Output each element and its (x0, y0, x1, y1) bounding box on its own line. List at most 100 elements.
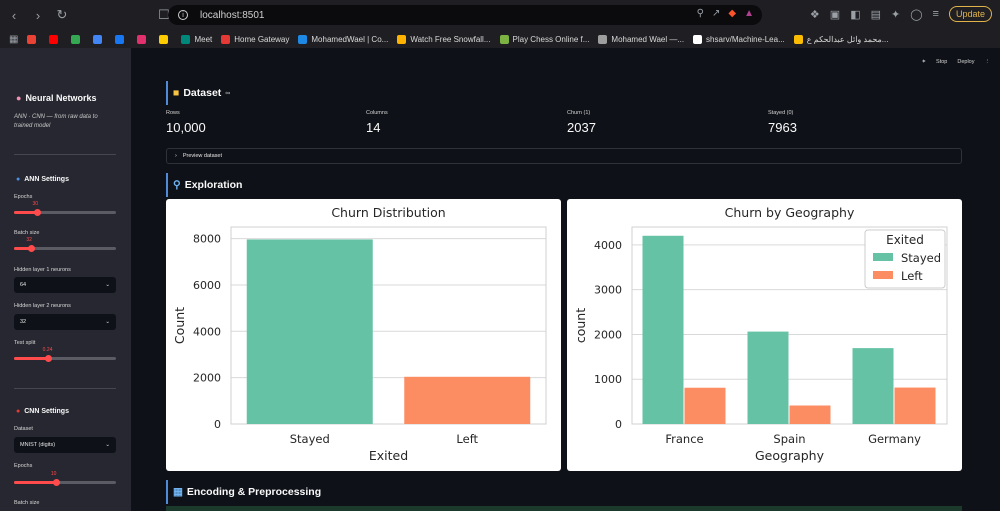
bookmark-item[interactable] (137, 34, 150, 44)
legend-swatch (873, 253, 893, 261)
favicon-icon (71, 34, 81, 44)
preview-dataset-label: Preview dataset (182, 153, 222, 159)
link-icon[interactable]: ∞ (225, 89, 231, 97)
main-content: ✶ Stop Deploy ⋮ ■ Dataset ∞ Rows 10,000 … (131, 48, 1000, 511)
hidden1-label: Hidden layer 1 neurons (14, 267, 71, 273)
x-tick-label: Germany (868, 432, 921, 446)
metric-label: Rows (166, 110, 180, 116)
metric-rows: Rows 10,000 (166, 110, 206, 135)
update-button[interactable]: Update (948, 6, 992, 22)
bookmark-item[interactable]: MohamedWael | Co... (298, 34, 389, 44)
chevron-right-icon: › (175, 153, 177, 159)
more-icon[interactable]: ⋮ (984, 59, 991, 65)
preview-dataset-expander[interactable]: › Preview dataset (166, 148, 962, 164)
x-tick-label: France (665, 432, 703, 446)
bookmark-item[interactable] (49, 34, 62, 44)
dataset-heading: ■ Dataset ∞ (166, 81, 230, 105)
brave-rewards-icon[interactable]: ▲ (744, 8, 754, 19)
hidden2-select[interactable]: 32 ⌄ (14, 314, 116, 330)
ann-settings-heading: ● ANN Settings (16, 176, 69, 183)
y-tick-label: 4000 (193, 325, 221, 338)
forward-icon[interactable]: › (35, 7, 41, 23)
exploration-heading: ⚲ Exploration (166, 173, 242, 197)
metric-churn: Churn (1) 2037 (567, 110, 596, 135)
metric-value: 2037 (567, 120, 596, 135)
bookmark-item[interactable] (159, 34, 172, 44)
back-icon[interactable]: ‹ (11, 7, 17, 23)
y-tick-label: 2000 (594, 328, 622, 341)
reload-icon[interactable]: ↻ (56, 7, 68, 22)
favicon-icon (115, 34, 125, 44)
url-text: localhost:8501 (200, 9, 265, 21)
favicon-icon (693, 34, 703, 44)
favicon-icon (49, 34, 59, 44)
bookmark-label: Play Chess Online f... (512, 34, 590, 44)
cnn-dataset-value: MNIST (digits) (20, 442, 56, 448)
test-split-slider[interactable]: 0.24 (14, 347, 116, 362)
cnn-epochs-slider[interactable]: 10 (14, 471, 116, 486)
favicon-icon (27, 34, 37, 44)
brain-icon: ● (16, 93, 22, 103)
plot-frame (230, 226, 547, 425)
browser-toolbar: ‹ › ↻ ☐ i localhost:8501 ⚲ ↗ ◆ ▲ ❖ ▣ ◧ ▤… (0, 0, 1000, 30)
divider (14, 388, 116, 389)
cnn-epochs-label: Epochs (14, 463, 33, 469)
bookmark-item[interactable]: Mohamed Wael —... (598, 34, 684, 44)
dataset-heading-text: Dataset (183, 87, 222, 99)
bookmark-item[interactable] (93, 34, 106, 44)
wallet-icon[interactable]: ▤ (870, 8, 882, 21)
bookmark-item[interactable] (115, 34, 128, 44)
favicon-icon (598, 34, 608, 44)
vpn-icon[interactable]: ◯ (910, 8, 923, 21)
chevron-down-icon: ⌄ (105, 442, 110, 448)
bookmark-item[interactable]: Watch Free Snowfall... (397, 34, 491, 44)
metric-columns: Columns 14 (366, 110, 388, 135)
sidebar-title-text: Neural Networks (25, 93, 97, 103)
brave-shield-icon[interactable]: ◆ (728, 8, 737, 19)
bookmark-icon[interactable]: ☐ (158, 7, 170, 22)
churn-by-geography-svg: Churn by Geography 0 1000 2000 3000 4000 Franc… (573, 205, 948, 463)
site-info-icon[interactable]: i (178, 10, 188, 20)
legend-title: Exited (886, 233, 924, 247)
ann-batch-value: 32 (26, 237, 32, 243)
bookmarks-bar: ▦ Meet Home Gateway MohamedWael | Co... Wat… (0, 30, 1000, 48)
address-bar[interactable]: i localhost:8501 ⚲ ↗ ◆ ▲ (168, 5, 762, 25)
ann-settings-title: ANN Settings (24, 176, 69, 183)
y-tick-label: 2000 (193, 372, 221, 385)
chart-title: Churn by Geography (725, 205, 855, 220)
menu-icon[interactable]: ≡ (932, 8, 939, 20)
test-split-label: Test split (14, 340, 36, 346)
bookmark-label: محمد وائل عبدالحكم ع... (806, 34, 889, 44)
cnn-batch-label: Batch size (14, 500, 40, 506)
apps-icon[interactable]: ▦ (9, 33, 19, 45)
cnn-dataset-select[interactable]: MNIST (digits) ⌄ (14, 437, 116, 453)
churn-distribution-chart: Churn Distribution 0 2000 4000 6000 8000 Staye… (166, 199, 561, 471)
bar (747, 331, 789, 424)
bookmark-item[interactable]: Meet (181, 34, 212, 44)
y-tick-label: 0 (214, 418, 221, 431)
bookmark-item[interactable]: shsarv/Machine-Lea... (693, 34, 785, 44)
bookmark-label: MohamedWael | Co... (311, 34, 389, 44)
bookmark-item[interactable] (27, 34, 40, 44)
sidebar-icon[interactable]: ◧ (850, 8, 861, 21)
y-axis-label: Count (172, 307, 187, 344)
bookmark-item[interactable]: Play Chess Online f... (499, 34, 590, 44)
ann-epochs-slider[interactable]: 30 (14, 201, 116, 216)
favicon-icon (221, 34, 231, 44)
ann-epochs-value: 30 (32, 201, 39, 207)
share-icon[interactable]: ↗ (712, 8, 721, 19)
ann-batch-slider[interactable]: 32 (14, 237, 116, 252)
extensions-icon[interactable]: ❖ (809, 8, 820, 21)
zoom-icon[interactable]: ⚲ (696, 8, 704, 19)
favicon-icon (298, 34, 308, 44)
bookmark-item[interactable] (71, 34, 84, 44)
favicon-icon (181, 34, 191, 44)
bookmark-item[interactable]: محمد وائل عبدالحكم ع... (793, 34, 889, 44)
metric-label: Columns (366, 110, 388, 116)
hidden1-select[interactable]: 64 ⌄ (14, 277, 116, 293)
bookmark-item[interactable]: Home Gateway (221, 34, 289, 44)
stop-button[interactable]: Stop (936, 59, 948, 65)
leo-icon[interactable]: ✦ (891, 8, 901, 21)
screenshot-icon[interactable]: ▣ (829, 8, 841, 21)
deploy-button[interactable]: Deploy (957, 59, 975, 65)
